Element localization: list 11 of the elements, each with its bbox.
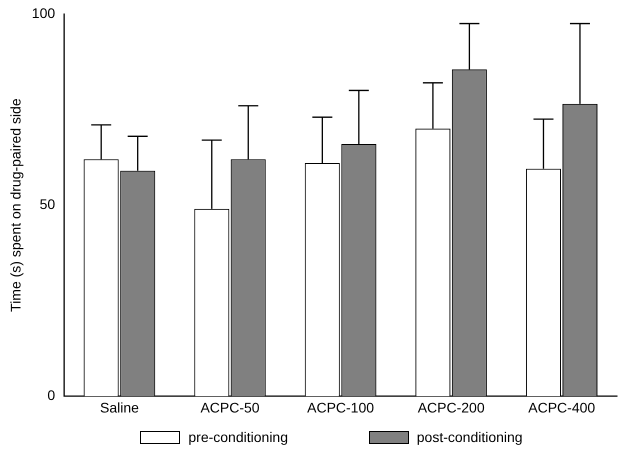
x-tick-label: ACPC-200 [418,399,485,416]
y-axis-title: Time (s) spent on drug-paired side [7,98,24,312]
y-tick-label: 100 [32,4,56,21]
x-tick-label: ACPC-100 [307,399,374,416]
y-tick-label: 0 [47,387,56,404]
x-tick-label: ACPC-50 [200,399,260,416]
text: pre-conditioning [188,429,288,445]
y-tick-label: 50 [40,196,56,212]
x-tick-label: Saline [100,399,140,416]
legend-label: post-conditioning [416,429,523,445]
x-tick-label: ACPC-400 [528,399,596,416]
